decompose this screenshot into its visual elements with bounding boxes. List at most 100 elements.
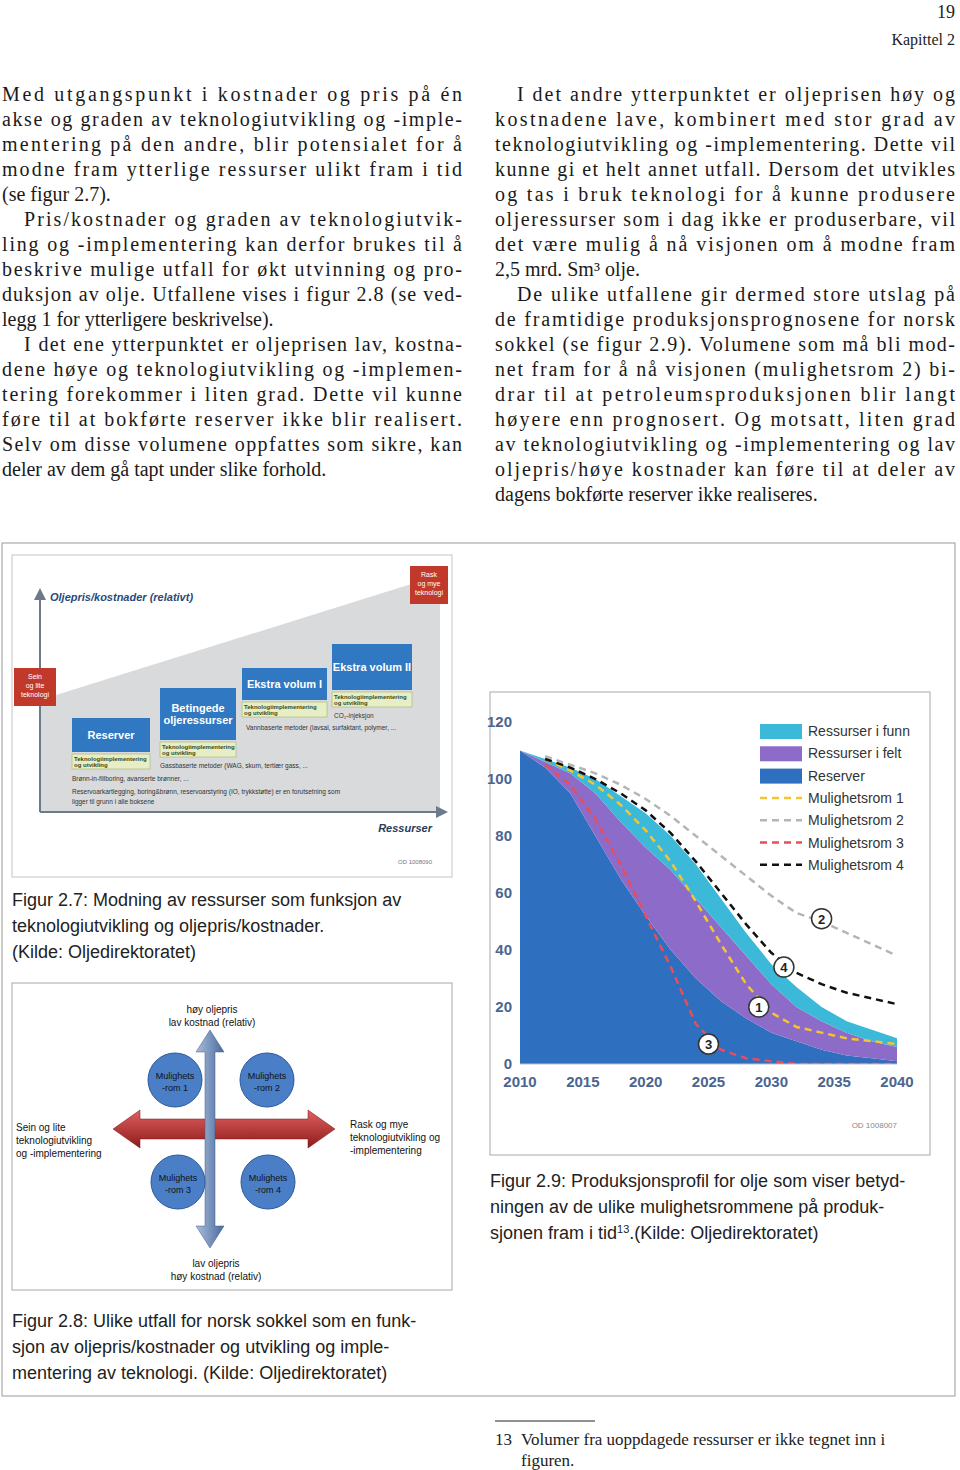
tech-label: og utvikling [244,710,278,716]
outcome-label: -rom 2 [254,1083,280,1093]
tech-label-box [332,692,412,707]
y-arrowhead [34,588,46,600]
body-line: sokkel (se figur 2.9). Volumene som må b… [495,333,955,356]
figure-2-9-frame [490,692,930,1155]
resource-box-label: oljeressurser [163,714,233,726]
caption-line: (Kilde: Oljedirektoratet) [12,942,196,962]
body-line: oljepris/høye kostnader kan føre til at … [495,458,955,481]
legend-label: Ressurser i funn [808,723,910,739]
resource-box-label: Reserver [87,729,135,741]
tech-label-box [72,754,150,769]
annotation-label: 1 [755,1000,762,1015]
footnote-ref: 13 [617,1223,629,1235]
legend-label: Mulighetsrom 3 [808,835,904,851]
foundation-label: Reservoarkartlegging, boring&brønn, rese… [72,788,340,796]
body-line: duksjon av olje. Utfallene vises i figur… [2,283,462,306]
annotation-label: 2 [818,912,825,927]
footnote-line: Volumer fra uoppdagede ressurser er ikke… [521,1430,885,1449]
annotation-label: 3 [705,1037,712,1052]
annotation-marker [812,909,832,929]
body-line: de framtidige produksjonsprognosene for … [495,308,955,331]
page: 19Kapittel 2Med utgangspunkt i kostnader… [0,0,960,1470]
caption-line: sjonen fram i tid13.(Kilde: Oljedirektor… [490,1223,818,1243]
maturity-area [40,575,440,812]
footnote-number: 13 [495,1430,512,1449]
body-line: De ulike utfallene gir dermed store utsl… [517,283,955,306]
figure-code: OD 1008007 [852,1121,898,1130]
axis-end-label: og -implementering [16,1148,102,1159]
annotation-marker [774,957,794,977]
legend-swatch [760,864,802,867]
outcome-circle [148,1053,202,1107]
outcome-label: Mulighets [248,1071,287,1081]
body-line: drar til at petroleumsproduksjonen blir … [495,383,955,406]
outcome-label: -rom 3 [165,1185,191,1195]
caption-line: Figur 2.9: Produksjonsprofil for olje so… [490,1171,905,1191]
body-line: (se figur 2.7). [2,183,111,206]
body-line: Selv om disse volumene oppfattes som sik… [2,433,462,456]
tech-speed-label: Rask [421,571,437,578]
x-tick-label: 2025 [692,1073,725,1090]
page-number: 19 [937,2,955,22]
line [545,765,897,1064]
body-line: høyere enn prognosert. Og motsatt, liten… [495,408,955,431]
body-line: dagens bokførte reserver ikke realiseres… [495,483,818,506]
x-axis [520,1064,897,1065]
legend-label: Mulighetsrom 4 [808,857,904,873]
tech-label: og utvikling [162,750,196,756]
outcome-circle [240,1053,294,1107]
legend-label: Mulighetsrom 2 [808,812,904,828]
annotation-label: 4 [780,960,788,975]
tech-speed-label: teknologi [21,691,49,699]
legend-label: Ressurser i felt [808,745,901,761]
body-line: modne fram ytterlige ressurser ulikt fra… [2,158,462,181]
figure-2-7-frame [12,555,452,877]
figure-code: OD 1008090 [398,859,433,865]
x-arrow [40,811,438,813]
footnote-rule [495,1421,595,1422]
tech-speed-label: og lite [26,682,45,690]
resource-box-label: Ekstra volum II [333,661,411,673]
body-line: kostnadene lave, kombinert med stor grad… [495,108,955,131]
tech-label: Teknologiimplementering [334,694,407,700]
body-line: legg 1 for ytterligere beskrivelse). [2,308,274,331]
figure-2-9: 0204060801001202010201520202025203020352… [487,713,914,1130]
body-line: kunne gi et helt annet utfall. Dersom de… [495,158,955,181]
caption-line: Figur 2.7: Modning av ressurser som funk… [12,890,401,910]
method-label: Gassbaserte metoder (WAG, skum, tertiær … [160,762,308,770]
method-label: Vannbaserte metoder (lavsal, surfaktant,… [246,724,396,732]
y-tick-label: 100 [487,770,512,787]
foundation-label: ligger til grunn i alle boksene [72,798,155,806]
body-line: av teknologiutvikling og -implementering… [495,433,955,456]
chapter: Kapittel 2 [891,31,955,49]
body-line: 2,5 mrd. Sm³ olje. [495,258,640,281]
y-tick-label: 60 [495,884,512,901]
caption-text: .(Kilde: Oljedirektoratet) [629,1223,818,1243]
axis-end-label: lav oljepris [192,1258,239,1269]
body-line: tering forekommer i liten grad. Dette vi… [2,383,462,406]
outcome-label: -rom 1 [162,1083,188,1093]
caption-line: Figur 2.8: Ulike utfall for norsk sokkel… [12,1311,416,1331]
tech-label-box [242,702,327,717]
x-tick-label: 2040 [880,1073,913,1090]
tech-speed-box [14,668,56,706]
body-line: dene høye og teknologiutvikling og -impl… [2,358,462,381]
resource-box [160,688,236,740]
legend: Ressurser i funnRessurser i feltReserver… [760,723,910,873]
figure-2-8: høy oljeprislav kostnad (relativ)lav olj… [16,1004,440,1282]
caption-line: mentering av teknologi. (Kilde: Oljedire… [12,1363,387,1383]
x-arrowhead [436,806,448,818]
tech-speed-label: og mye [418,580,441,588]
resource-box [332,644,412,690]
legend-swatch [760,769,802,784]
resource-box [72,718,150,752]
footnote-line: figuren. [521,1451,574,1470]
annotation-marker [749,997,769,1017]
body-line: I det andre ytterpunktet er oljeprisen h… [517,83,955,106]
body-line: deler av dem gå tapt under slike forhold… [2,458,326,481]
body-line: I det ene ytterpunktet er oljeprisen lav… [24,333,462,356]
method-label: CO₂-injeksjon [334,712,374,720]
axis-end-label: Sein og lite [16,1122,66,1133]
body-line: ling og -implementering kan derfor bruke… [2,233,462,256]
axis-end-label: høy kostnad (relativ) [171,1271,262,1282]
